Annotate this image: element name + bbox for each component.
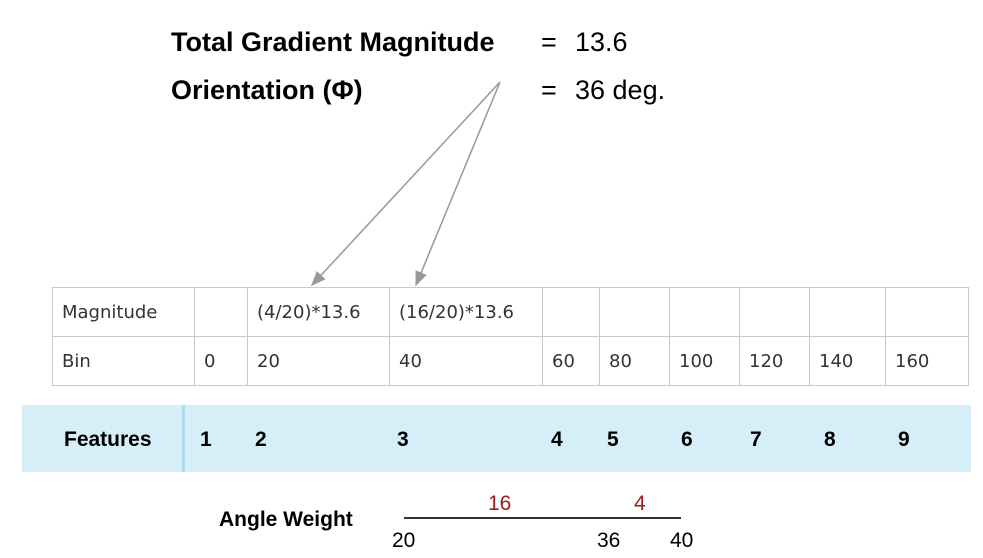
feature-item: 5	[607, 428, 619, 451]
feature-item: 1	[200, 428, 212, 451]
feature-item: 8	[824, 428, 836, 451]
magnitude-label: Total Gradient Magnitude	[171, 27, 495, 57]
table-cell: (16/20)*13.6	[389, 287, 543, 337]
features-band	[22, 405, 971, 472]
table-cell	[739, 287, 810, 337]
feature-item: 2	[255, 428, 267, 451]
angle-weight-line	[404, 517, 681, 519]
orientation-label: Orientation (Φ)	[171, 75, 363, 105]
angle-weight-left: 16	[488, 492, 512, 515]
table-cell: 60	[542, 336, 600, 386]
table-cell: 40	[389, 336, 543, 386]
row-label: Bin	[52, 336, 195, 386]
table-cell: 80	[599, 336, 670, 386]
features-label: Features	[64, 428, 152, 451]
table-cell: 100	[669, 336, 740, 386]
table-cell	[194, 287, 248, 337]
angle-tick-mid: 36	[597, 529, 621, 552]
magnitude-equals: =	[541, 27, 557, 57]
orientation-value: 36 deg.	[575, 75, 666, 105]
table-cell: 0	[194, 336, 248, 386]
table-cell: 20	[247, 336, 390, 386]
angle-tick-left: 20	[392, 529, 416, 552]
row-label: Magnitude	[52, 287, 195, 337]
table-cell: 160	[885, 336, 969, 386]
table-cell	[809, 287, 886, 337]
table-cell	[599, 287, 670, 337]
table-cell	[669, 287, 740, 337]
table-cell: 140	[809, 336, 886, 386]
feature-item: 9	[898, 428, 910, 451]
feature-item: 4	[551, 428, 563, 451]
table-cell	[542, 287, 600, 337]
histogram-table: Magnitude (4/20)*13.6 (16/20)*13.6 Bin 0 20 40…	[52, 287, 969, 386]
angle-tick-right: 40	[670, 529, 694, 552]
table-row: Bin 0 20 40 60 80 100 120 140 160	[52, 336, 969, 386]
features-divider	[182, 405, 185, 472]
table-row: Magnitude (4/20)*13.6 (16/20)*13.6	[52, 287, 969, 337]
magnitude-value: 13.6	[575, 27, 628, 57]
table-cell: (4/20)*13.6	[247, 287, 390, 337]
feature-item: 7	[750, 428, 762, 451]
table-cell	[885, 287, 969, 337]
angle-weight-label: Angle Weight	[219, 508, 353, 531]
feature-item: 3	[397, 428, 409, 451]
feature-item: 6	[681, 428, 693, 451]
orientation-equals: =	[541, 75, 557, 105]
angle-weight-right: 4	[634, 492, 646, 515]
table-cell: 120	[739, 336, 810, 386]
arrow-to-bin-20	[310, 81, 501, 287]
arrow-to-bin-40	[415, 81, 501, 287]
